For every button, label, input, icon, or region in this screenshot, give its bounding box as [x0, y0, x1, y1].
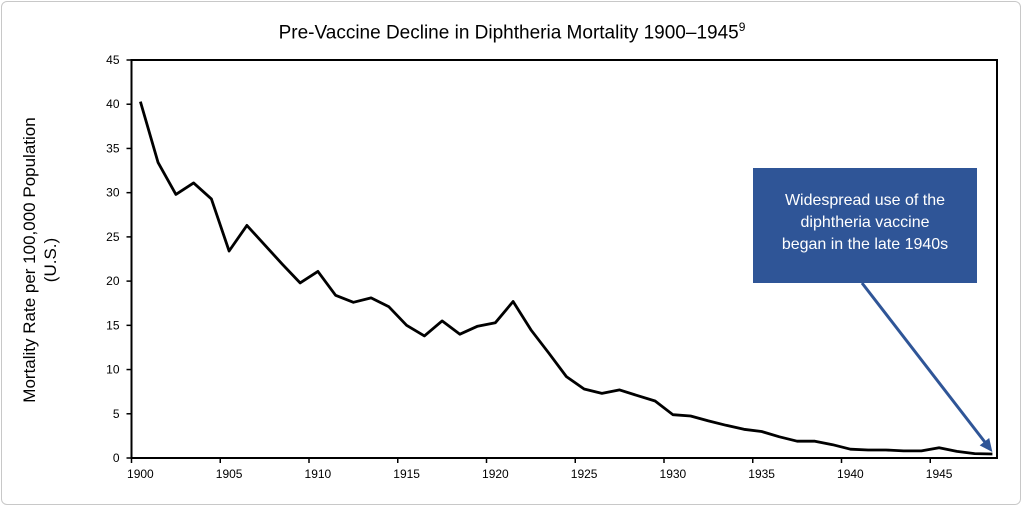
y-tick-label: 0 [113, 451, 120, 465]
annotation-arrow [860, 282, 988, 445]
x-tick-label: 1940 [837, 467, 864, 481]
y-tick-label: 25 [106, 230, 120, 244]
y-tick-label: 35 [106, 141, 120, 155]
annotation-line1: Widespread use of the [784, 192, 946, 209]
x-tick-label: 1930 [660, 467, 687, 481]
x-tick-label: 1920 [482, 467, 509, 481]
title-footnote: 9 [738, 20, 746, 34]
y-tick-label: 20 [106, 274, 120, 288]
y-tick-label: 5 [113, 407, 120, 421]
chart-title: Pre-Vaccine Decline in Diphtheria Mortal… [0, 20, 1024, 44]
x-tick-label: 1915 [393, 467, 420, 481]
y-tick-label: 30 [106, 186, 120, 200]
x-tick-label: 1905 [216, 467, 243, 481]
y-tick-label: 10 [106, 363, 120, 377]
y-tick-label: 15 [106, 318, 120, 332]
x-tick-label: 1925 [571, 467, 598, 481]
x-tick-label: 1945 [926, 467, 953, 481]
x-tick-label: 1900 [127, 467, 154, 481]
annotation-box: Widespread use of the diphtheria vaccine… [753, 168, 977, 283]
y-tick-label: 45 [106, 53, 120, 67]
chart-title-text: Pre-Vaccine Decline in Diphtheria Mortal… [278, 22, 739, 44]
annotation-line2: diphtheria vaccine [800, 214, 930, 231]
y-tick-label: 40 [106, 97, 120, 111]
x-tick-label: 1935 [748, 467, 775, 481]
arrow-head-icon [979, 438, 993, 453]
annotation-line3: began in the late 1940s [781, 236, 949, 253]
x-tick-label: 1910 [305, 467, 332, 481]
plot-border [130, 59, 998, 459]
